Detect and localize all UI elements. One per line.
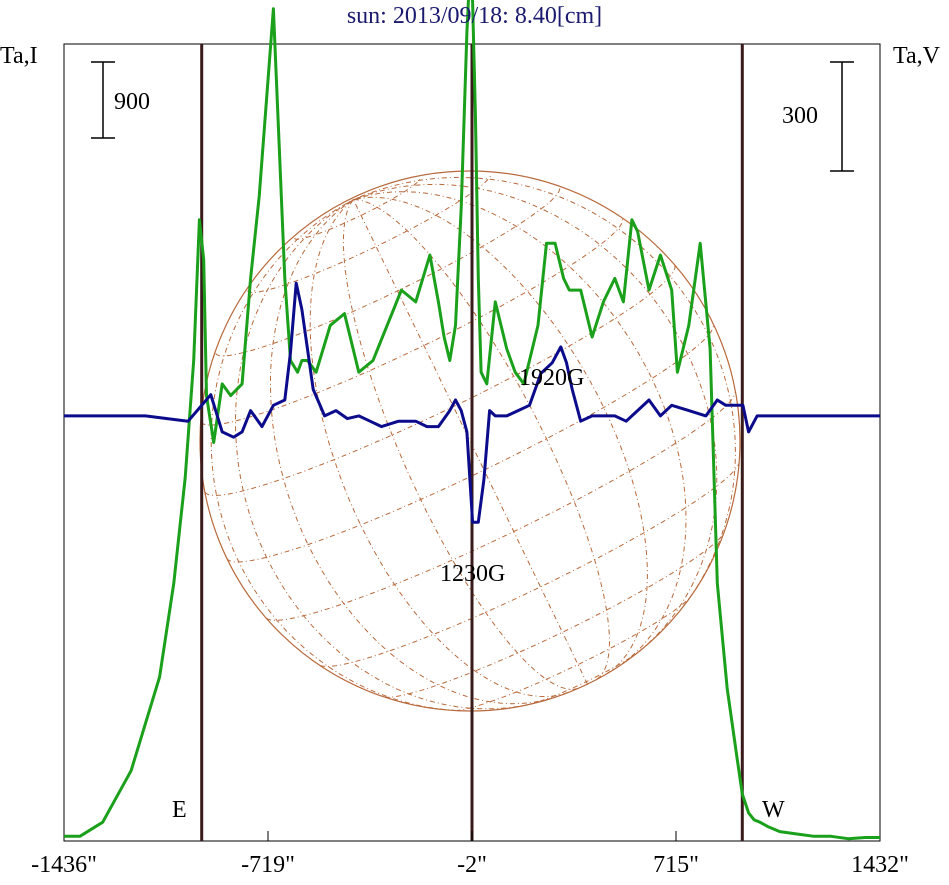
meridian-line [353,176,736,609]
solar-limb-circle [199,170,741,712]
parallel-line [528,650,641,706]
solar-disk [199,170,741,712]
east-marker: E [172,797,187,823]
series-intensity-line [64,0,880,841]
meridian-line [210,199,469,711]
scale-bars [91,61,854,172]
parallel-line [266,391,736,621]
meridian-line [342,199,578,690]
scale-right-label: 300 [782,103,818,129]
parallel-line [226,323,715,563]
parallel-line [294,177,421,240]
heliographic-grid [200,173,740,711]
scale-left-label: 900 [114,89,150,115]
meridian-line [353,199,611,680]
x-tick-label: 1432" [851,852,909,878]
west-marker: W [762,797,785,823]
parallel-line [455,596,691,711]
annotation-1230g: 1230G [440,561,506,587]
x-tick-label: -1436" [31,852,97,878]
meridian-line [353,191,687,665]
x-tick-label: 715" [653,852,699,878]
parallel-line [215,187,561,357]
meridian-line [352,199,588,685]
annotation-1920g: 1920G [519,365,585,391]
parallel-line [200,218,624,426]
limb-lines [200,44,744,841]
x-tick-label: -2" [457,852,487,878]
meridian-line [353,183,718,652]
meridian-line [353,196,648,675]
meridian-line [234,199,530,710]
meridian-line [309,199,569,698]
chart-title: sun: 2013/09/18: 8.40[cm] [346,3,603,29]
meridian-line [269,199,551,705]
y-axis-right-label: Ta,V [893,43,940,69]
series-polarization-line [64,281,880,524]
x-tick-label: -719" [241,852,295,878]
x-axis-ticks [63,831,881,841]
y-axis-left-label: Ta,I [0,43,38,69]
